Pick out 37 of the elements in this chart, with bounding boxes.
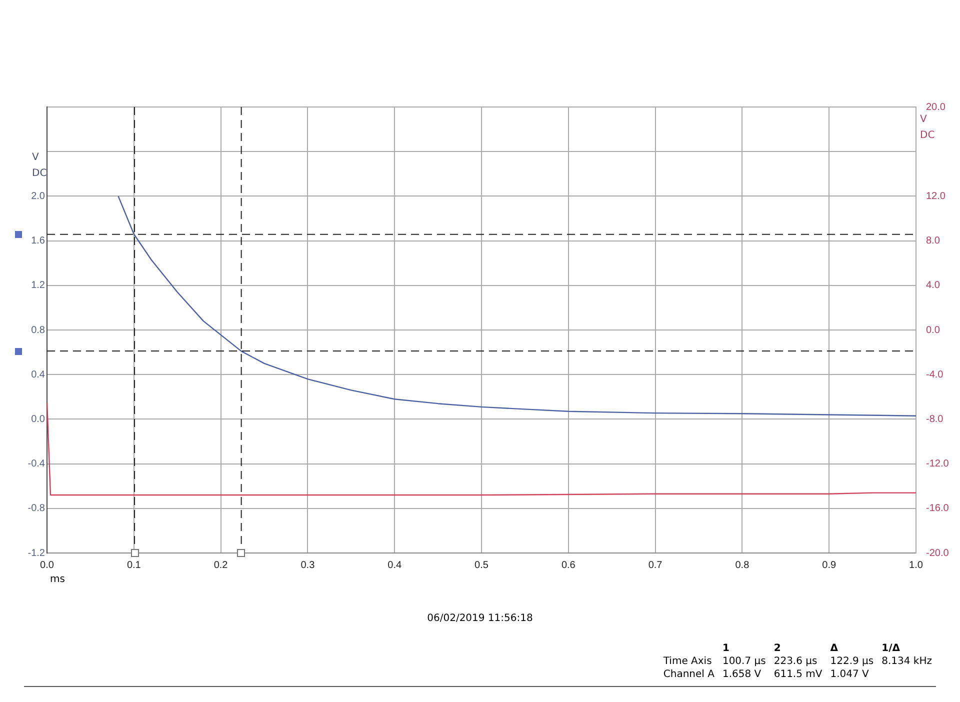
x-tick-label: 0.2 [214,560,228,571]
y-tick-label: -0.8 [28,503,46,514]
text: 1 2 Δ 1/Δ [722,643,900,654]
y2-axis-title: V DC [920,113,936,143]
y-tick-label: 1.2 [31,280,46,292]
text: Time Axis 100.7 µs 223.6 µs 122.9 µs 8.134 kHz [663,656,932,667]
y2-tick-label: -4.0 [926,369,944,380]
y2-tick-label: 20.0 [926,102,946,113]
x-tick-label: 0.5 [474,560,489,571]
y2-tick-label: 4.0 [926,280,940,292]
x-tick-label: 0.9 [822,560,836,571]
y-tick-label: 0.0 [31,414,46,425]
x-axis-title: ms [50,573,66,587]
y-tick-label: 1.6 [31,236,46,247]
y2-tick-label: -12.0 [926,458,950,470]
y-axis-title: V DC [32,151,48,181]
y2-tick-label: -8.0 [926,414,944,425]
x-tick-label: 0.3 [300,560,316,571]
y2-tick-label: -16.0 [926,503,950,514]
y-tick-label: 0.8 [31,324,46,336]
x-tick-label: 0.7 [648,560,663,571]
x-tick-label: 0.6 [561,560,576,571]
y-tick-label: -0.4 [28,458,46,470]
y-tick-label: 0.4 [31,369,46,380]
x-tick-label: 0.1 [126,560,142,571]
text: Channel A 1.658 V 611.5 mV 1.047 V [663,669,869,680]
x-tick-label: 0.0 [40,560,54,571]
y2-tick-label: 0.0 [926,324,940,336]
y-tick-label: -1.2 [28,548,46,559]
y-tick-label: 2.0 [31,190,46,202]
y2-tick-label: 8.0 [926,236,940,247]
x-tick-label: 1.0 [909,560,924,571]
text: 06/02/2019 11:56:18 [426,613,534,624]
x-tick-label: 0.8 [735,560,750,571]
y2-tick-label: 12.0 [926,190,946,202]
y2-tick-label: -20.0 [926,548,950,559]
x-tick-label: 0.4 [388,560,402,571]
